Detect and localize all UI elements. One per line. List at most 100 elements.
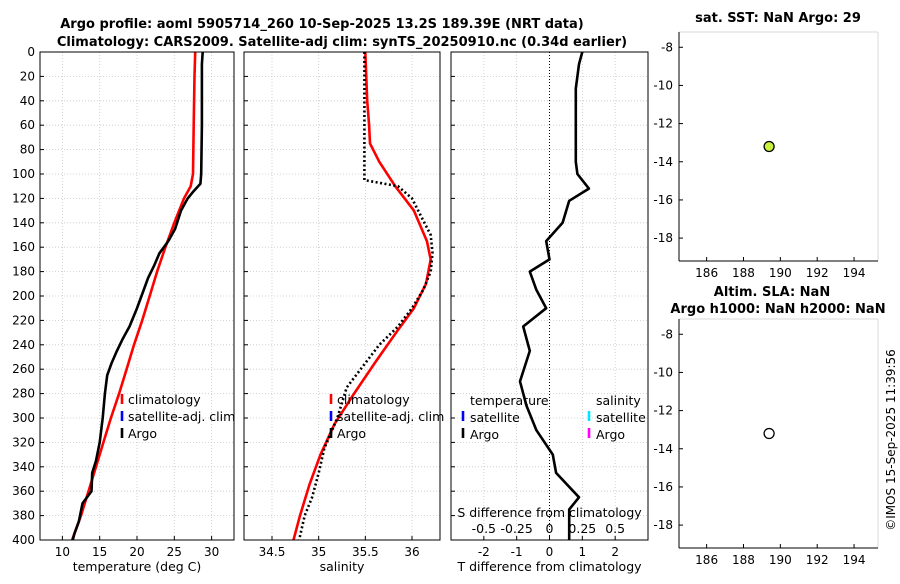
sla_map-ytick-label: -18 bbox=[653, 518, 673, 532]
sla_map-panel: 186 188 190 192 194 -8 -10 -12 -14 -16 -18 bbox=[653, 318, 879, 567]
depth-ytick-label: 240 bbox=[12, 338, 35, 352]
sla_map-float-location-point bbox=[763, 427, 775, 440]
diff-xtick-top-label: -0.5 bbox=[472, 521, 496, 536]
sst_map-ytick-label: -14 bbox=[653, 155, 673, 169]
salinity-xtick-label: 34.5 bbox=[259, 545, 286, 559]
sla_map-ytick-label: -14 bbox=[653, 442, 673, 456]
sla_map-ytick-label: -8 bbox=[661, 327, 673, 341]
imos-timestamp-stamp: ©IMOS 15-Sep-2025 11:39:56 bbox=[884, 349, 898, 531]
salinity-panel: 34.5 35 35.5 36 salinity climatology satellite… bbox=[243, 51, 444, 574]
depth-ytick-label: 320 bbox=[12, 435, 35, 449]
sst-map-title: sat. SST: NaN Argo: 29 bbox=[695, 11, 861, 26]
sst_map-xtick-label: 188 bbox=[732, 266, 755, 280]
depth-ytick-label: 80 bbox=[20, 143, 35, 157]
depth-ytick-label: 260 bbox=[12, 362, 35, 376]
salinity-legend-label: satellite-adj. clim bbox=[337, 409, 444, 424]
difference-xtick-label: 1 bbox=[579, 545, 587, 559]
sst_map-xtick-label: 194 bbox=[843, 266, 866, 280]
temperature-xtick-label: 25 bbox=[167, 545, 182, 559]
temperature-series-climatology bbox=[70, 51, 197, 541]
depth-ytick-label: 220 bbox=[12, 313, 35, 327]
temperature-xtick-label: 20 bbox=[129, 545, 144, 559]
depth-ytick-label: 120 bbox=[12, 191, 35, 205]
sst_map-panel: 186 188 190 192 194 -8 -10 -12 -14 -16 -18 bbox=[653, 31, 879, 280]
depth-ytick-label: 340 bbox=[12, 460, 35, 474]
salinity-xlabel: salinity bbox=[320, 559, 365, 574]
depth-ytick-label: 400 bbox=[12, 533, 35, 547]
diff-xtick-top-label: 0 bbox=[546, 521, 554, 536]
salinity-xtick-label: 35 bbox=[311, 545, 326, 559]
temperature-legend-label: climatology bbox=[128, 392, 201, 407]
sla_map-ytick-label: -16 bbox=[653, 480, 673, 494]
salinity-legend-label: Argo bbox=[337, 426, 366, 441]
sst_map-float-location-point bbox=[763, 140, 775, 153]
sst_map-ytick-label: -10 bbox=[653, 78, 673, 92]
depth-ytick-label: 180 bbox=[12, 265, 35, 279]
sst_map-ytick-label: -18 bbox=[653, 231, 673, 245]
difference-panel: -2 -1 0 1 2T difference from climatology temp… bbox=[450, 51, 649, 574]
temperature-xtick-label: 15 bbox=[92, 545, 107, 559]
diff-xlabel-top: S difference from climatology bbox=[457, 505, 642, 520]
sla_map-xtick-label: 190 bbox=[769, 553, 792, 567]
diff-xtick-top-label: 0.25 bbox=[568, 521, 596, 536]
diff-legend-temp-label: Argo bbox=[470, 427, 499, 442]
sla_map-xtick-label: 192 bbox=[806, 553, 829, 567]
depth-ytick-label: 280 bbox=[12, 387, 35, 401]
salinity-legend-label: climatology bbox=[337, 392, 410, 407]
depth-ytick-label: 0 bbox=[27, 45, 35, 59]
difference-xtick-label: -1 bbox=[511, 545, 523, 559]
sla-map-title-line1: Altim. SLA: NaN bbox=[714, 285, 830, 300]
salinity-frame bbox=[243, 51, 441, 541]
depth-ytick-label: 160 bbox=[12, 240, 35, 254]
diff-xtick-top-label: -0.25 bbox=[500, 521, 532, 536]
salinity-xtick-label: 36 bbox=[404, 545, 419, 559]
diff-legend-temp-header: temperature bbox=[470, 393, 549, 408]
depth-ytick-label: 140 bbox=[12, 216, 35, 230]
depth-ytick-label: 360 bbox=[12, 484, 35, 498]
diff-legend-temp-label: satellite bbox=[470, 410, 520, 425]
depth-ytick-label: 200 bbox=[12, 289, 35, 303]
diff-legend-sal-label: satellite bbox=[596, 410, 646, 425]
salinity-series-climatology bbox=[292, 51, 432, 541]
depth-ytick-label: 300 bbox=[12, 411, 35, 425]
difference-series-argo-t-difference bbox=[518, 51, 591, 540]
difference-xtick-label: 2 bbox=[611, 545, 619, 559]
temperature-xlabel: temperature (deg C) bbox=[73, 559, 202, 574]
depth-ytick-label: 100 bbox=[12, 167, 35, 181]
difference-xtick-label: -2 bbox=[478, 545, 490, 559]
sst_map-xtick-label: 186 bbox=[695, 266, 718, 280]
sst_map-xtick-label: 192 bbox=[806, 266, 829, 280]
temperature-legend-label: Argo bbox=[128, 426, 157, 441]
salinity-xtick-label: 35.5 bbox=[352, 545, 379, 559]
sla_map-ytick-label: -12 bbox=[653, 404, 673, 418]
sla_map-xtick-label: 194 bbox=[843, 553, 866, 567]
temperature-legend-label: satellite-adj. clim bbox=[128, 409, 235, 424]
temperature-series-argo bbox=[71, 51, 204, 541]
depth-ytick-label: 60 bbox=[20, 118, 35, 132]
sst_map-ytick-label: -16 bbox=[653, 193, 673, 207]
depth-ytick-label: 40 bbox=[20, 94, 35, 108]
sla-map-title-line2: Argo h1000: NaN h2000: NaN bbox=[670, 302, 885, 317]
depth-ytick-label: 380 bbox=[12, 509, 35, 523]
sst_map-ytick-label: -8 bbox=[661, 40, 673, 54]
diff-legend-sal-header: salinity bbox=[596, 393, 641, 408]
temperature-xtick-label: 30 bbox=[204, 545, 219, 559]
depth-ytick-label: 20 bbox=[20, 69, 35, 83]
diff-legend-sal-label: Argo bbox=[596, 427, 625, 442]
diff-xtick-top-label: 0.5 bbox=[605, 521, 625, 536]
sla_map-ytick-label: -10 bbox=[653, 365, 673, 379]
difference-xtick-label: 0 bbox=[546, 545, 554, 559]
sla_map-xtick-label: 188 bbox=[732, 553, 755, 567]
figure-title-line1: Argo profile: aoml 5905714_260 10-Sep-20… bbox=[60, 17, 584, 32]
temperature-xtick-label: 10 bbox=[55, 545, 70, 559]
difference-xlabel: T difference from climatology bbox=[456, 559, 642, 574]
sst_map-xtick-label: 190 bbox=[769, 266, 792, 280]
sst_map-ytick-label: -12 bbox=[653, 117, 673, 131]
salinity-series-argo bbox=[297, 52, 434, 541]
figure-title-line2: Climatology: CARS2009. Satellite-adj cli… bbox=[57, 35, 627, 50]
sla_map-xtick-label: 186 bbox=[695, 553, 718, 567]
